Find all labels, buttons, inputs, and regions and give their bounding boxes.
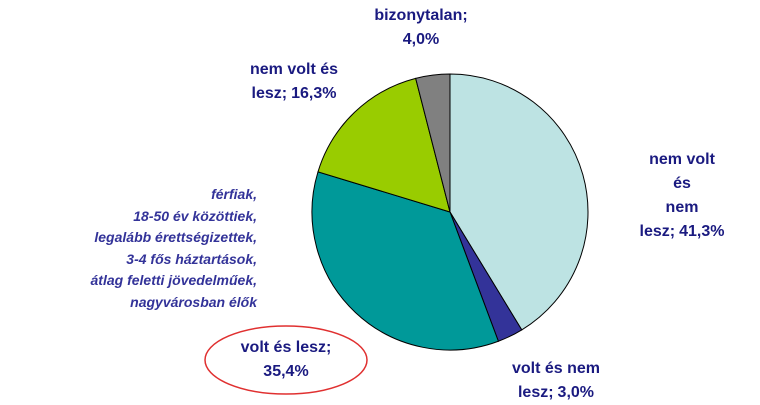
category-label: nem volt és lesz; xyxy=(249,61,339,102)
annotation-line: legalább érettségizettek, xyxy=(94,229,257,245)
slice-label: bizonytalan; 4,0% xyxy=(374,4,467,52)
category-label: volt és lesz; xyxy=(240,339,332,356)
highlight-ellipse xyxy=(204,325,368,395)
pie-slice xyxy=(415,73,451,213)
value-label: 3,0% xyxy=(557,384,595,401)
category-label: nem volt és nem lesz; xyxy=(639,151,715,240)
category-label: volt és nem lesz; xyxy=(511,360,601,401)
slice-label: volt és nem lesz; 3,0% xyxy=(512,357,600,405)
pie-slice xyxy=(317,77,451,213)
pie-slice xyxy=(311,171,500,351)
annotation-line: 18-50 év közöttiek, xyxy=(133,207,257,224)
annotation-line: nagyvárosban élők xyxy=(130,293,257,310)
slice-label: nem volt és nem lesz; 41,3% xyxy=(640,148,725,244)
annotation-line: 3-4 fős háztartások, xyxy=(126,250,257,267)
annotation-line: férfiak, xyxy=(211,186,257,202)
value-label: 16,3% xyxy=(291,85,337,102)
slice-label: nem volt és lesz; 16,3% xyxy=(250,58,338,106)
slice-label: volt és lesz; 35,4% xyxy=(241,336,332,384)
category-label: bizonytalan; xyxy=(374,7,468,24)
annotation: férfiak, 18-50 év közöttiek, legalább éret… xyxy=(91,184,258,313)
pie-slice xyxy=(449,73,589,331)
annotation-line: átlag feletti jövedelműek, xyxy=(90,272,258,288)
value-label: 41,3% xyxy=(679,223,725,240)
value-label: 35,4% xyxy=(263,363,309,380)
value-label: 4,0% xyxy=(402,31,440,48)
